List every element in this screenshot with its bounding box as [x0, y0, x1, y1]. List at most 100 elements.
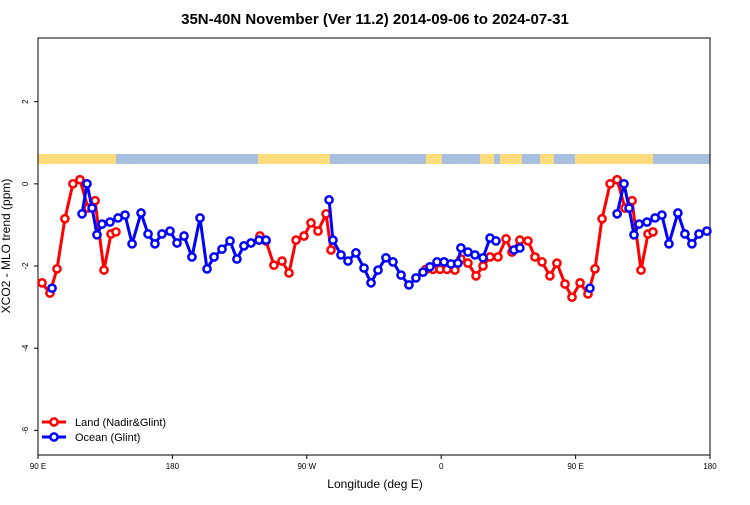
point [694, 229, 704, 239]
land-mask-strip [38, 154, 710, 164]
point [619, 178, 629, 189]
point [246, 238, 256, 248]
point [418, 267, 428, 278]
point [456, 243, 466, 253]
series-line [80, 182, 708, 287]
y-tick-label: -6 [21, 426, 30, 434]
point [597, 213, 607, 224]
point [165, 226, 175, 236]
point [453, 258, 463, 268]
point [388, 257, 398, 267]
point [575, 278, 585, 288]
point [351, 248, 361, 258]
point [648, 227, 658, 237]
point [284, 268, 294, 278]
point [105, 217, 115, 227]
point [326, 245, 336, 255]
point [664, 238, 674, 249]
point [590, 264, 600, 274]
point [99, 265, 109, 275]
point [232, 254, 242, 264]
point [673, 208, 683, 218]
point [478, 252, 488, 263]
point [299, 231, 309, 241]
legend-marker [49, 417, 59, 427]
y-axis-label: XCO2 - MLO trend (ppm) [0, 179, 13, 314]
point [515, 235, 525, 245]
point [567, 292, 577, 303]
point [501, 234, 511, 244]
y-tick-label: 2 [21, 99, 30, 104]
point [209, 252, 219, 262]
point [92, 229, 102, 240]
point [425, 261, 435, 272]
point [143, 229, 153, 239]
point [343, 256, 353, 266]
x-tick-label: 90 E [30, 462, 46, 471]
point [336, 250, 346, 260]
legend-label: Ocean (Glint) [75, 432, 140, 444]
point [261, 235, 271, 245]
point [60, 213, 70, 224]
legend-marker [49, 432, 59, 442]
point [202, 264, 212, 274]
point [217, 244, 227, 255]
point [366, 278, 376, 288]
point [157, 229, 167, 239]
point [87, 203, 97, 213]
y-tick-label: 0 [21, 181, 30, 186]
point [269, 260, 279, 271]
x-axis-label: Longitude (deg E) [327, 477, 422, 491]
point [537, 257, 547, 267]
x-tick-label: 0 [439, 462, 444, 471]
y-tick-label: -2 [21, 262, 30, 270]
point [605, 178, 615, 189]
point [470, 250, 480, 260]
point [530, 252, 540, 262]
point [195, 213, 205, 223]
point [120, 210, 130, 220]
y-tick-label: -4 [21, 344, 30, 352]
point [636, 265, 646, 275]
point [187, 252, 197, 262]
point [523, 236, 533, 246]
point [493, 252, 503, 262]
point [491, 236, 501, 246]
point [411, 273, 421, 283]
point [306, 218, 316, 228]
point [373, 265, 383, 275]
point [381, 252, 391, 263]
x-tick-label: 90 W [297, 462, 316, 471]
point [680, 229, 690, 239]
point [552, 258, 562, 268]
point [396, 270, 406, 280]
point [478, 261, 488, 271]
point [624, 203, 634, 213]
point [225, 236, 235, 246]
point [47, 283, 57, 294]
point [545, 271, 555, 281]
point [515, 243, 525, 253]
point [471, 271, 481, 281]
point [77, 208, 87, 219]
chart-title: 35N-40N November (Ver 11.2) 2014-09-06 t… [181, 11, 569, 28]
point [111, 227, 121, 237]
point [657, 210, 667, 220]
point [37, 278, 47, 288]
point [68, 178, 78, 189]
point [629, 229, 639, 240]
point [642, 217, 652, 227]
point [97, 219, 107, 229]
point [359, 263, 369, 273]
point [127, 238, 137, 249]
point [291, 235, 301, 245]
point [585, 283, 595, 294]
x-tick-label: 180 [703, 462, 717, 471]
point [404, 280, 414, 290]
point [277, 256, 287, 266]
point [324, 195, 334, 205]
x-tick-label: 90 E [567, 462, 583, 471]
point [463, 258, 473, 268]
legend-label: Land (Nadir&Glint) [75, 417, 166, 429]
plot-frame [37, 37, 711, 456]
